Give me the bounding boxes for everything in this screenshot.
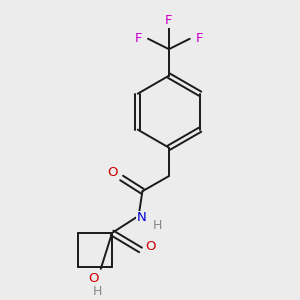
Text: H: H (153, 219, 162, 232)
Text: N: N (136, 211, 146, 224)
Text: F: F (196, 32, 203, 45)
Text: F: F (135, 32, 142, 45)
Text: O: O (88, 272, 98, 285)
Text: O: O (107, 166, 117, 179)
Text: H: H (92, 285, 102, 298)
Text: F: F (165, 14, 173, 27)
Text: O: O (145, 240, 155, 253)
